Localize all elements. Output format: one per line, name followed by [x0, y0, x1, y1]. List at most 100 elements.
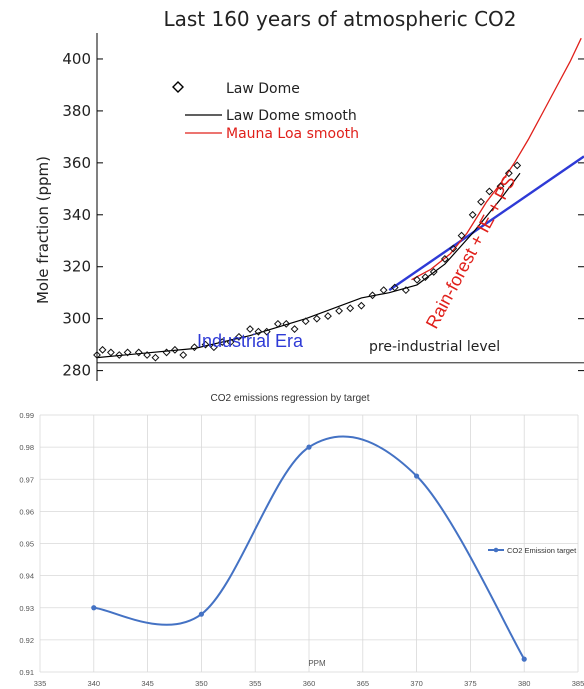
chart1-ylabel: Mole fraction (ppm)	[34, 156, 52, 304]
law-dome-point	[390, 283, 399, 292]
law-dome-point	[401, 286, 410, 295]
label-backdrop	[295, 334, 357, 356]
law-dome-point	[413, 275, 421, 284]
law-dome-point	[151, 353, 160, 362]
law-dome-point	[273, 319, 282, 328]
chart1-legend: Law Dome Law Dome smooth Mauna Loa smoot…	[172, 81, 359, 142]
legend-law-dome: Law Dome	[226, 81, 300, 97]
law-dome-point	[457, 231, 466, 240]
legend-diamond-marker	[172, 81, 184, 93]
law-dome-point	[513, 161, 522, 170]
law-dome-point	[93, 351, 101, 359]
law-dome-point	[282, 319, 291, 328]
law-dome-point	[107, 348, 115, 357]
chart1-y-tick-label: 400	[62, 50, 91, 68]
chart2-legend-marker	[493, 547, 499, 553]
chart2-data-point	[306, 444, 312, 450]
chart1-y-tick-label: 380	[62, 102, 91, 120]
chart2-y-tick-label: 0.92	[19, 636, 34, 645]
law-dome-point	[312, 314, 321, 323]
chart1-mauna-loa-smooth	[411, 37, 582, 281]
legend-mauna-loa: Mauna Loa smooth	[226, 126, 359, 142]
label-backdrop-2	[362, 336, 532, 356]
chart2-y-ticks: 0.91 0.92 0.93 0.94 0.95 0.96 0.97 0.98 0.99	[19, 411, 34, 677]
chart2-y-tick-label: 0.95	[19, 540, 34, 549]
annotation-industrial-era: Industrial Era	[197, 331, 304, 351]
law-dome-point	[421, 273, 430, 282]
law-dome-point	[290, 325, 299, 333]
law-dome-point	[477, 197, 485, 206]
chart2-x-tick-label: 380	[518, 679, 531, 688]
chart2-x-tick-label: 370	[410, 679, 423, 688]
chart2-series-points	[91, 444, 527, 662]
chart2-x-tick-label: 385	[572, 679, 584, 688]
law-dome-point	[468, 210, 477, 219]
law-dome-point	[209, 343, 218, 352]
law-dome-point	[429, 268, 438, 276]
law-dome-point	[254, 327, 263, 336]
law-dome-point	[440, 255, 449, 263]
chart2-y-tick-label: 0.96	[19, 507, 34, 516]
chart1-y-tick-label: 300	[62, 310, 91, 328]
chart2-x-tick-label: 375	[464, 679, 477, 688]
law-dome-point	[190, 343, 199, 352]
chart2-y-tick-label: 0.93	[19, 604, 34, 613]
chart2-gridlines	[39, 414, 579, 673]
chart1-y-tick-label: 320	[62, 258, 91, 276]
chart2-x-tick-label: 335	[34, 679, 47, 688]
chart2-y-tick-label: 0.97	[19, 475, 34, 484]
law-dome-point	[262, 327, 271, 336]
chart2-x-tick-label: 350	[195, 679, 208, 688]
chart1-y-tick-label: 280	[62, 362, 91, 380]
law-dome-point	[379, 286, 388, 295]
law-dome-point	[226, 338, 235, 346]
law-dome-point	[485, 187, 494, 196]
law-dome-point	[218, 338, 227, 346]
law-dome-point	[346, 304, 355, 313]
chart2-x-tick-label: 365	[357, 679, 370, 688]
law-dome-point	[324, 312, 332, 320]
annotation-preindustrial: pre-industrial level	[369, 339, 500, 355]
chart1-y-tick-label: 360	[62, 154, 91, 172]
chart2-y-tick-label: 0.99	[19, 411, 34, 420]
mauna-loa-smooth-line	[411, 37, 582, 281]
chart1-trend-line	[388, 155, 584, 292]
law-dome-point	[134, 348, 143, 357]
chart2-y-tick-label: 0.98	[19, 443, 34, 452]
law-dome-point	[162, 348, 171, 357]
law-dome-point	[335, 306, 344, 315]
law-dome-point	[357, 301, 366, 310]
law-dome-point	[504, 169, 513, 178]
chart2-x-tick-label: 340	[88, 679, 101, 688]
law-dome-point	[449, 244, 458, 253]
chart2-data-point	[91, 605, 97, 611]
law-dome-point	[98, 345, 107, 354]
chart2-y-tick-label: 0.94	[19, 572, 34, 581]
emissions-regression-chart: CO2 emissions regression by target 0.910…	[19, 393, 584, 688]
law-dome-point	[368, 291, 377, 300]
chart2-y-tick-label: 0.91	[19, 668, 34, 677]
chart2-x-tick-label: 360	[303, 679, 316, 688]
chart2-legend: CO2 Emission target	[488, 546, 577, 555]
law-dome-point	[143, 351, 151, 359]
chart2-data-point	[521, 656, 527, 662]
co2-history-chart: Last 160 years of atmospheric CO2 Mole f…	[34, 7, 584, 381]
chart2-x-tick-label: 355	[249, 679, 262, 688]
law-dome-point	[123, 348, 132, 357]
law-dome-point	[201, 340, 210, 349]
trend-line	[388, 155, 584, 292]
law-dome-point	[496, 182, 505, 191]
chart1-y-ticks: 280 300 320 340 360 380 400	[62, 50, 584, 380]
chart1-title: Last 160 years of atmospheric CO2	[163, 7, 516, 31]
chart2-x-tick-label: 345	[141, 679, 154, 688]
law-dome-point	[115, 351, 124, 359]
law-dome-point	[235, 332, 243, 341]
chart2-title: CO2 emissions regression by target	[211, 393, 370, 404]
chart2-data-point	[198, 611, 204, 617]
law-dome-point	[179, 351, 188, 359]
chart1-y-tick-label: 340	[62, 206, 91, 224]
chart2-x-ticks: 335 340 345 350 355 360 365 370 375 380 385	[34, 679, 584, 688]
chart1-law-dome-points	[93, 161, 522, 362]
law-dome-point	[246, 325, 254, 333]
